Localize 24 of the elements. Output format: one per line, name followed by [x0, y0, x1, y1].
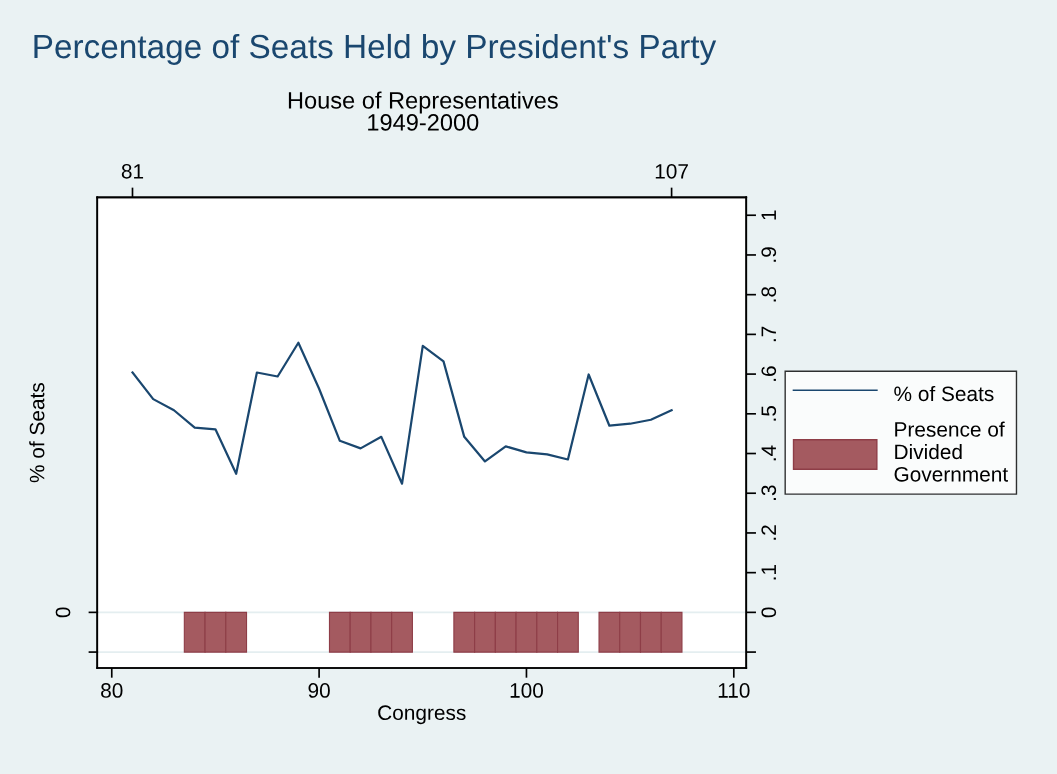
text: 0: [55, 607, 71, 618]
x-tick-label: 80: [101, 683, 123, 698]
y-tick-label: .6: [761, 366, 777, 381]
y-tick-label: .7: [761, 326, 776, 342]
legend-label: Presence of Divided Government: [894, 421, 1008, 482]
x-axis-title: Congress: [378, 705, 466, 725]
y-tick-label: .9: [761, 247, 777, 262]
x2-tick-label: 81: [121, 163, 144, 179]
y-tick-label: .5: [761, 405, 777, 421]
y-axis-title: % of Seats: [29, 383, 45, 483]
y-tick-label: .3: [761, 485, 777, 501]
y-tick-label: .2: [761, 525, 776, 540]
chart-subtitle: House of Representatives 1949-2000: [288, 91, 558, 131]
y-tick-label: .8: [761, 286, 777, 302]
x-tick-label: 100: [510, 683, 544, 698]
y-tick-label: 0: [761, 607, 777, 618]
x2-tick-label: 107: [655, 163, 688, 179]
x-tick-label: 110: [718, 683, 750, 698]
y-tick-label: 1: [761, 210, 776, 220]
x-tick-label: 90: [308, 683, 330, 698]
y-tick-label: .4: [761, 445, 776, 461]
legend-label: % of Seats: [894, 385, 994, 402]
y-tick-label: .1: [761, 564, 776, 580]
chart-title: Percentage of Seats Held by President's Party: [34, 33, 717, 65]
